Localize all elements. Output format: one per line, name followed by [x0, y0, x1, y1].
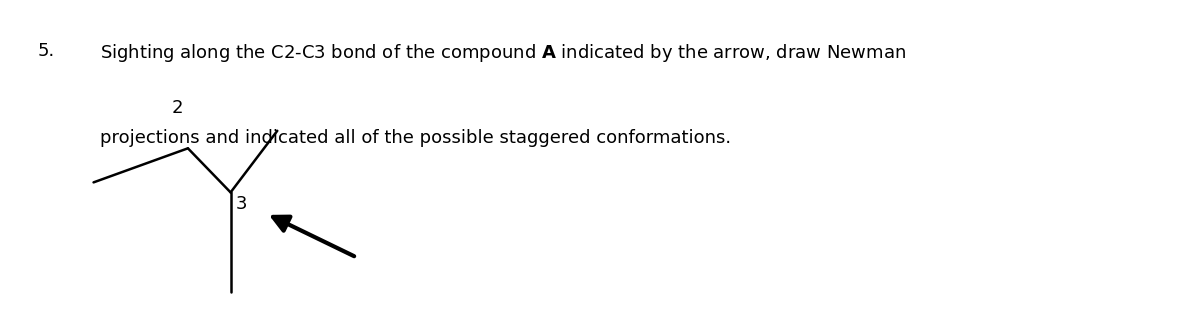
Text: 2: 2 — [172, 99, 182, 117]
Text: 5.: 5. — [37, 42, 55, 60]
Text: projections and indicated all of the possible staggered conformations.: projections and indicated all of the pos… — [100, 129, 731, 147]
Text: 3: 3 — [235, 195, 247, 213]
Text: Sighting along the C2-C3 bond of the compound $\mathbf{A}$ indicated by the arro: Sighting along the C2-C3 bond of the com… — [100, 42, 906, 64]
